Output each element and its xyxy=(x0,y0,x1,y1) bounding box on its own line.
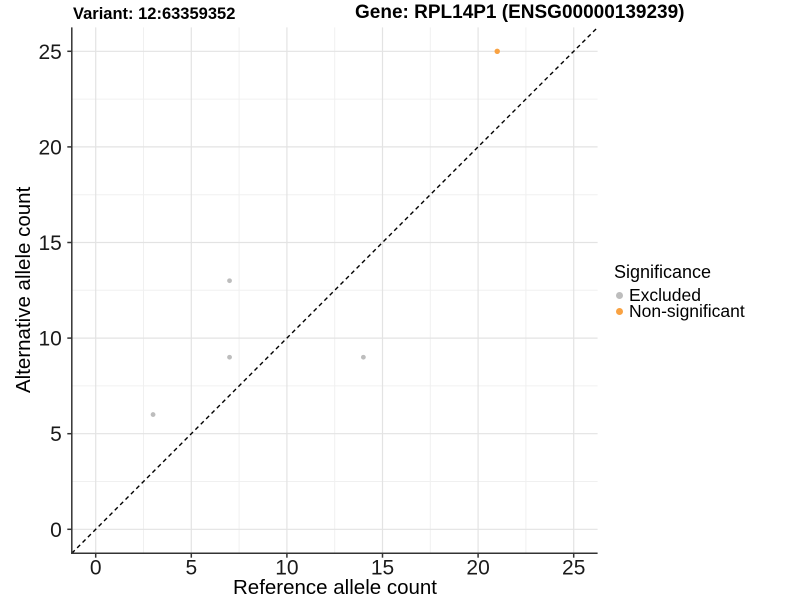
data-point xyxy=(227,278,232,284)
y-tick-label: 15 xyxy=(38,232,61,255)
x-tick-label: 0 xyxy=(90,557,102,580)
y-tick-label: 5 xyxy=(50,423,62,446)
x-tick-label: 5 xyxy=(185,557,197,580)
gene-title: Gene: RPL14P1 (ENSG00000139239) xyxy=(355,2,685,23)
x-tick-label: 15 xyxy=(371,557,394,580)
legend-title: Significance xyxy=(614,262,712,282)
data-point xyxy=(150,412,156,417)
y-tick-label: 10 xyxy=(38,328,61,351)
data-point xyxy=(494,48,500,54)
legend-item-excluded: Excluded xyxy=(614,284,745,305)
data-point xyxy=(227,354,232,360)
legend-item-non-significant: Non-significant xyxy=(614,301,745,322)
identity-line xyxy=(71,26,599,554)
y-axis-title: Alternative allele count xyxy=(12,186,35,394)
y-tick-label: 25 xyxy=(38,41,61,64)
x-axis-title: Reference allele count xyxy=(233,576,437,599)
data-point xyxy=(360,354,366,360)
legend-item-label: Excluded xyxy=(629,284,701,305)
legend: Significance Excluded Non-significant xyxy=(614,262,745,322)
non-significant-point-icon xyxy=(616,308,623,316)
excluded-point-icon xyxy=(616,291,623,299)
x-tick-label: 20 xyxy=(466,557,489,580)
y-tick-label: 20 xyxy=(38,136,61,159)
legend-item-label: Non-significant xyxy=(629,301,745,322)
y-tick-label: 0 xyxy=(50,519,62,542)
x-tick-label: 10 xyxy=(275,557,298,580)
x-tick-label: 25 xyxy=(562,557,585,580)
variant-title: Variant: 12:63359352 xyxy=(73,5,236,23)
